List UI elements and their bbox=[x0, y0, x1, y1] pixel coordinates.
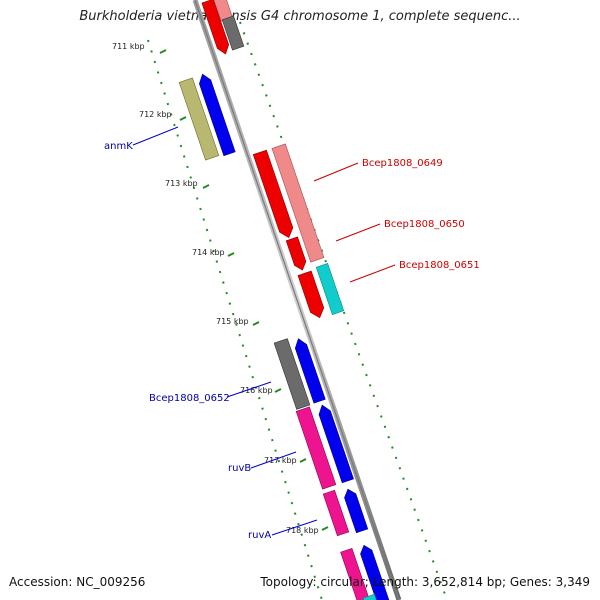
gene-anmK[interactable] bbox=[197, 72, 236, 157]
leader-bcep1808-0649 bbox=[313, 162, 359, 182]
tick-mark bbox=[227, 252, 235, 257]
map-title: Burkholderia vietnamiensis G4 chromosome… bbox=[79, 9, 521, 24]
gene-forward-top-1[interactable] bbox=[201, 0, 231, 56]
gene-anmK-neighbor-olive[interactable] bbox=[178, 77, 220, 161]
label-bcep1808-0650[interactable]: Bcep1808_0650 bbox=[384, 219, 465, 230]
leader-bcep1808-0650 bbox=[335, 223, 381, 242]
leader-bcep1808-0652 bbox=[226, 381, 272, 398]
gene-forward-red-lower[interactable] bbox=[297, 270, 326, 320]
tick-label-715: 715 kbp bbox=[216, 317, 249, 326]
chromosome-backbone bbox=[192, 0, 402, 600]
label-ruvB[interactable]: ruvB bbox=[228, 463, 251, 474]
tick-mark bbox=[202, 184, 210, 189]
gene-ruvA-magenta[interactable] bbox=[322, 489, 350, 537]
gene-ruvB[interactable] bbox=[316, 403, 354, 484]
gene-forward-red-large[interactable] bbox=[252, 149, 295, 240]
gene-bcep1808-0649[interactable] bbox=[271, 143, 325, 263]
genome-stats-text: Topology: circular; Length: 3,652,814 bp… bbox=[260, 575, 590, 589]
label-bcep1808-0649[interactable]: Bcep1808_0649 bbox=[362, 158, 443, 169]
kbp-tick-labels: 711 kbp 712 kbp 713 kbp 714 kbp 715 kbp … bbox=[112, 42, 319, 535]
reverse-strand-genes bbox=[178, 72, 390, 600]
tick-label-714: 714 kbp bbox=[192, 248, 225, 257]
tick-mark bbox=[274, 388, 282, 393]
gene-bcep1808-0652-grey[interactable] bbox=[273, 338, 311, 410]
tick-label-718: 718 kbp bbox=[286, 526, 319, 535]
gene-bcep1808-0652[interactable] bbox=[293, 337, 326, 404]
forward-strand-genes bbox=[201, 0, 345, 320]
tick-label-717: 717 kbp bbox=[264, 456, 297, 465]
tick-mark bbox=[252, 321, 260, 326]
gene-bottom-cyan[interactable] bbox=[362, 593, 378, 600]
kbp-ticks bbox=[159, 49, 329, 531]
label-leaders bbox=[132, 126, 396, 536]
gene-bcep1808-0651[interactable] bbox=[315, 263, 345, 315]
tick-mark bbox=[179, 116, 187, 121]
tick-label-713: 713 kbp bbox=[165, 179, 198, 188]
gene-ruvB-magenta[interactable] bbox=[295, 406, 337, 490]
label-ruvA[interactable]: ruvA bbox=[248, 530, 271, 541]
tick-mark bbox=[159, 49, 167, 54]
label-bcep1808-0651[interactable]: Bcep1808_0651 bbox=[399, 260, 480, 271]
leader-bcep1808-0651 bbox=[349, 264, 396, 283]
leader-ruvA bbox=[271, 519, 318, 536]
tick-label-712: 712 kbp bbox=[139, 110, 172, 119]
tick-label-716: 716 kbp bbox=[240, 386, 273, 395]
tick-mark bbox=[321, 526, 329, 531]
gene-ruvA[interactable] bbox=[342, 487, 369, 534]
gene-bcep1808-0650[interactable] bbox=[285, 236, 308, 272]
tick-label-711: 711 kbp bbox=[112, 42, 145, 51]
leader-anmK bbox=[132, 126, 179, 146]
label-bcep1808-0652[interactable]: Bcep1808_0652 bbox=[149, 393, 230, 404]
leader-ruvB bbox=[250, 451, 297, 469]
tick-mark bbox=[299, 458, 307, 463]
gene-labels: anmK Bcep1808_0649 Bcep1808_0650 Bcep180… bbox=[104, 141, 480, 541]
accession-text: Accession: NC_009256 bbox=[9, 575, 146, 589]
gene-forward-top-3[interactable] bbox=[221, 15, 245, 51]
label-anmK[interactable]: anmK bbox=[104, 141, 133, 152]
